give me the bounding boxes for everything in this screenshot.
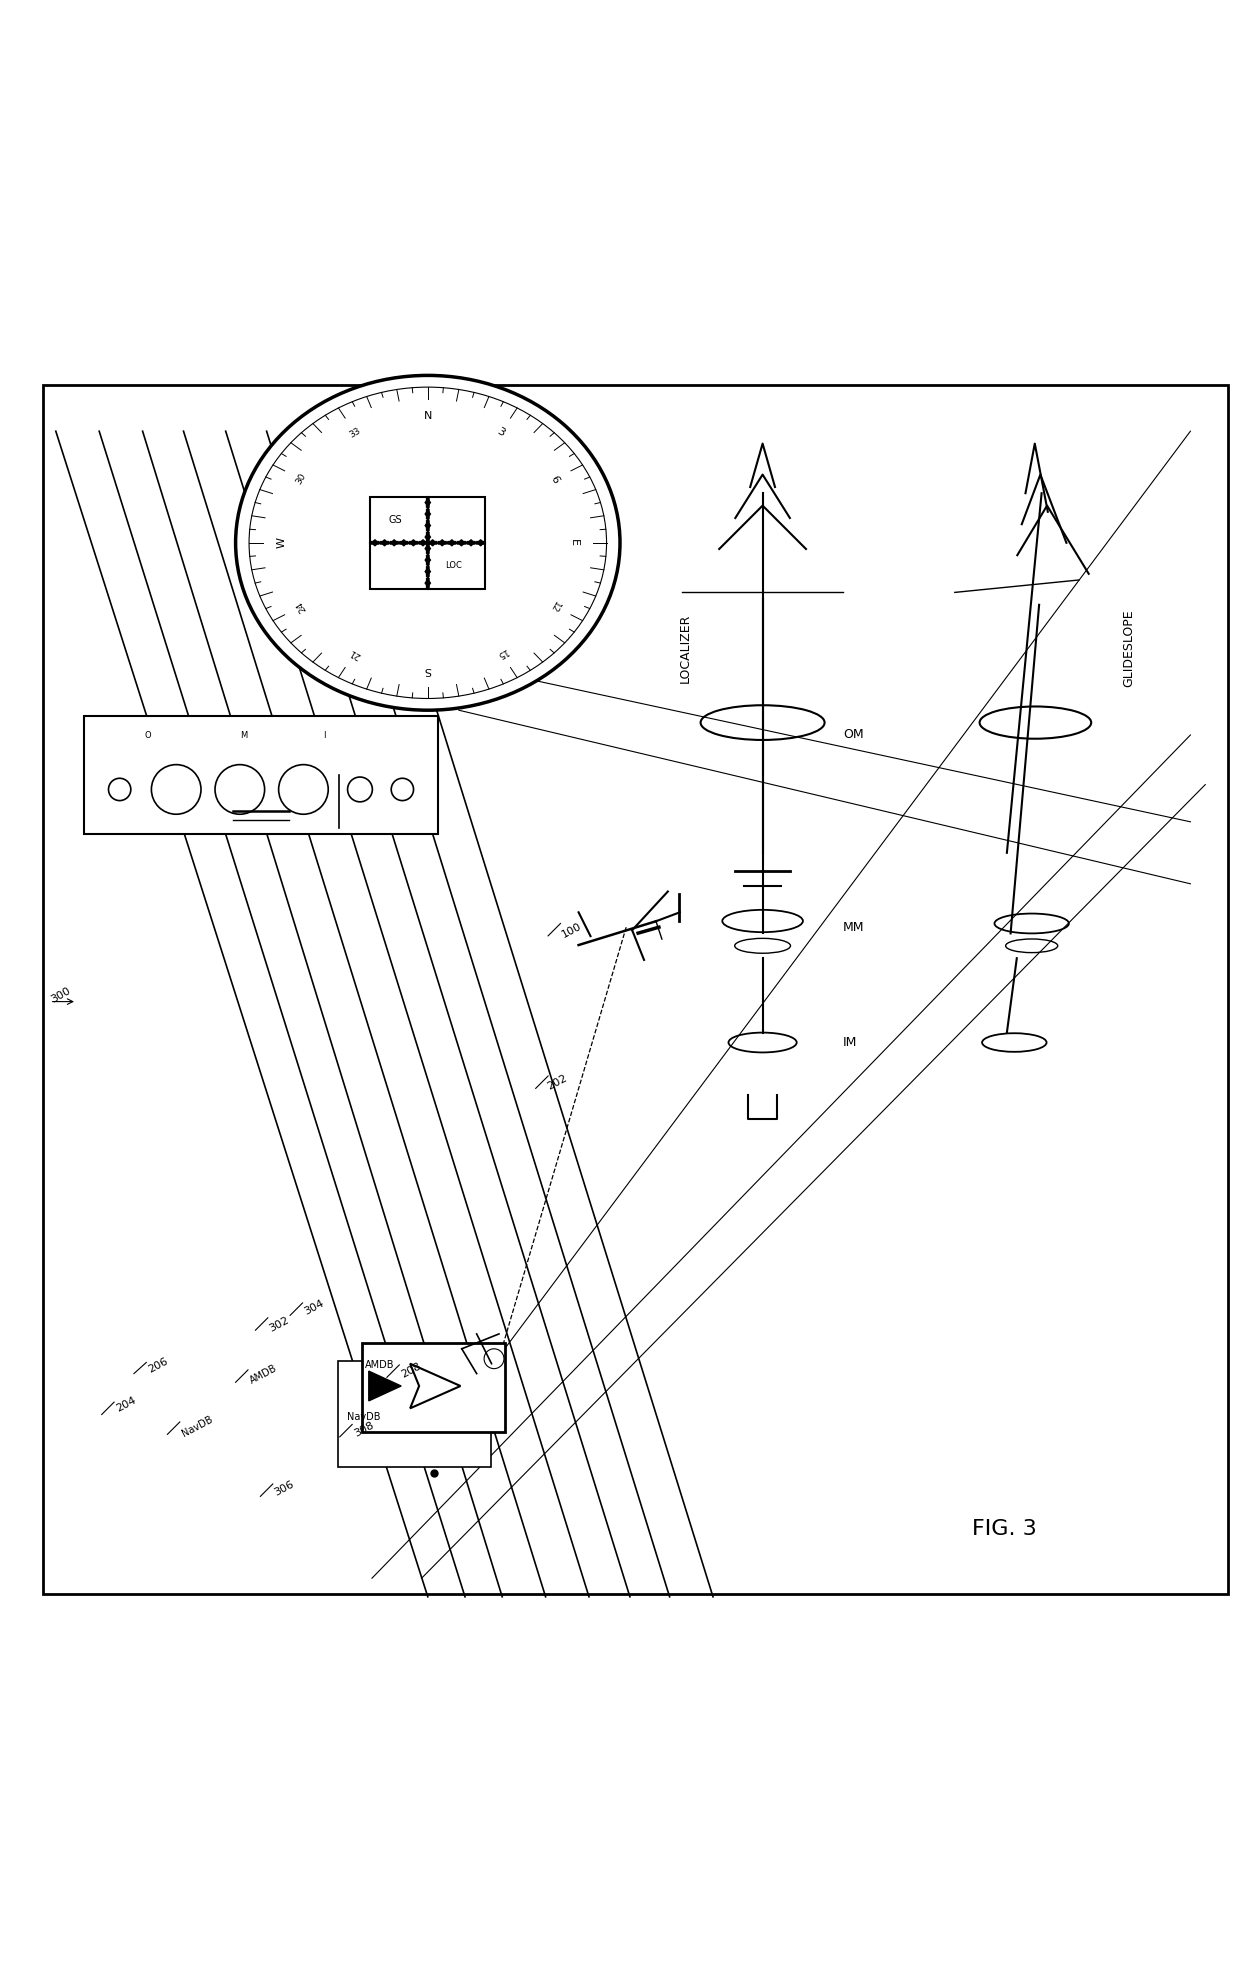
Polygon shape: [381, 541, 389, 547]
Text: W: W: [277, 537, 286, 549]
Polygon shape: [458, 541, 466, 545]
Bar: [339, 1360, 491, 1467]
Polygon shape: [381, 541, 389, 545]
Polygon shape: [466, 541, 475, 545]
Polygon shape: [389, 541, 398, 545]
Polygon shape: [409, 541, 418, 547]
Polygon shape: [428, 541, 436, 545]
Text: I: I: [324, 731, 326, 739]
Text: 15: 15: [494, 647, 508, 661]
Text: GS: GS: [388, 515, 402, 525]
Text: 6: 6: [548, 474, 560, 486]
Polygon shape: [438, 541, 446, 547]
Text: 208: 208: [399, 1360, 423, 1380]
Polygon shape: [425, 521, 429, 531]
Text: 304: 304: [303, 1298, 326, 1317]
Text: N: N: [424, 411, 432, 421]
Polygon shape: [425, 578, 429, 588]
Polygon shape: [425, 543, 429, 554]
Polygon shape: [427, 554, 430, 566]
Text: O: O: [145, 731, 151, 739]
Polygon shape: [389, 541, 398, 547]
Text: FIG. 3: FIG. 3: [972, 1518, 1037, 1539]
Polygon shape: [428, 541, 436, 547]
Polygon shape: [409, 541, 418, 545]
Polygon shape: [427, 497, 430, 507]
Polygon shape: [427, 566, 430, 576]
Polygon shape: [476, 541, 485, 545]
Text: 24: 24: [295, 600, 308, 613]
Text: IM: IM: [843, 1036, 858, 1050]
Text: LOC: LOC: [445, 562, 461, 570]
Polygon shape: [427, 509, 430, 519]
Polygon shape: [427, 578, 430, 588]
Polygon shape: [427, 533, 430, 543]
Ellipse shape: [236, 376, 620, 710]
Text: 308: 308: [352, 1419, 376, 1439]
Polygon shape: [419, 541, 428, 547]
Text: 12: 12: [548, 600, 560, 613]
Polygon shape: [410, 1364, 460, 1408]
Text: NavDB: NavDB: [347, 1412, 381, 1421]
Bar: [362, 1343, 506, 1431]
Polygon shape: [425, 497, 429, 507]
Polygon shape: [448, 541, 456, 547]
Text: 33: 33: [347, 427, 362, 438]
Text: MM: MM: [843, 920, 864, 934]
Polygon shape: [371, 541, 379, 545]
Polygon shape: [476, 541, 485, 547]
Polygon shape: [425, 533, 429, 543]
Text: 300: 300: [50, 985, 73, 1005]
Polygon shape: [438, 541, 446, 545]
Text: LOCALIZER: LOCALIZER: [680, 613, 692, 682]
Polygon shape: [448, 541, 456, 545]
Text: 306: 306: [273, 1480, 296, 1498]
Text: 204: 204: [114, 1396, 138, 1414]
Polygon shape: [466, 541, 475, 547]
Text: 302: 302: [268, 1315, 291, 1333]
Text: E: E: [569, 539, 579, 547]
Text: NavDB: NavDB: [180, 1416, 215, 1439]
Bar: [370, 497, 485, 590]
Polygon shape: [425, 554, 429, 566]
Text: S: S: [424, 665, 432, 674]
Polygon shape: [399, 541, 408, 545]
Polygon shape: [419, 541, 428, 545]
Text: 100: 100: [560, 922, 584, 940]
Polygon shape: [425, 509, 429, 519]
Text: 202: 202: [546, 1073, 569, 1091]
Polygon shape: [425, 566, 429, 576]
Polygon shape: [399, 541, 408, 547]
Text: 30: 30: [295, 472, 308, 486]
Text: AMDB: AMDB: [366, 1360, 394, 1370]
Polygon shape: [427, 521, 430, 531]
Text: OM: OM: [843, 729, 864, 741]
Text: 3: 3: [495, 427, 506, 438]
Text: M: M: [239, 731, 247, 739]
Polygon shape: [368, 1370, 402, 1402]
Text: AMDB: AMDB: [248, 1364, 279, 1386]
Polygon shape: [458, 541, 466, 547]
Polygon shape: [427, 543, 430, 554]
Text: GLIDESLOPE: GLIDESLOPE: [1122, 609, 1135, 686]
Text: 21: 21: [347, 647, 362, 661]
Polygon shape: [371, 541, 379, 547]
Bar: [84, 716, 438, 834]
Text: 206: 206: [146, 1355, 170, 1374]
